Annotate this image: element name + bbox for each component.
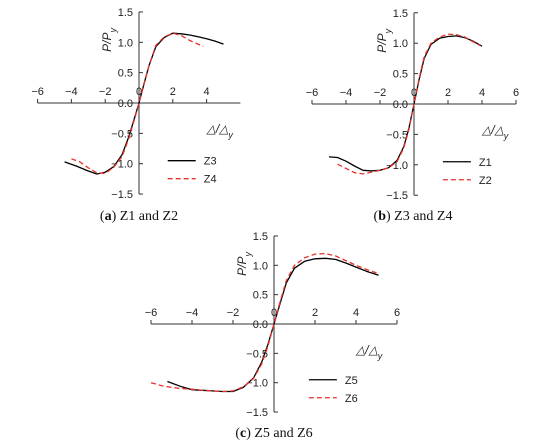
- series-line-z5: [167, 257, 379, 393]
- x-tick-label: −6: [306, 87, 319, 99]
- y-tick-label: 0.0: [118, 98, 133, 110]
- chart-panel-3: −6 −4 −2 0 2 4 6 −1.5 −1.0 −0.5 0.0 0.5 1.0 1.5P/Py △/…: [145, 231, 400, 441]
- legend-label-z4: Z4: [204, 174, 217, 186]
- series-line-z3: [64, 32, 224, 175]
- legend-label-z3: Z3: [204, 156, 217, 168]
- x-axis-label: △/△y: [206, 122, 234, 140]
- x-tick-label: −2: [99, 86, 112, 98]
- y-tick-label: −1.5: [246, 407, 268, 419]
- x-tick-label: −4: [65, 86, 78, 98]
- x-tick-label: −2: [374, 87, 387, 99]
- x-axis-label: △/△y: [481, 123, 509, 141]
- y-tick-label: 1.0: [253, 260, 268, 272]
- chart-panel-1: −6 −4 −2 0 2 4−1.5−1.0−0.50.00.51.01.5P/Py△/△…: [31, 7, 241, 224]
- x-tick-label: −6: [145, 307, 158, 319]
- y-tick-label: 0.5: [118, 68, 133, 80]
- y-tick-label: 1.5: [118, 7, 133, 19]
- panel-caption: (b) Z3 and Z4: [374, 209, 453, 224]
- y-tick-label: −0.5: [246, 348, 268, 360]
- y-tick-label: −1.5: [386, 190, 408, 202]
- x-tick-label: 0: [136, 86, 142, 98]
- x-tick-label: 4: [204, 86, 210, 98]
- y-axis-label: P/Py: [235, 252, 253, 276]
- x-tick-label: −2: [227, 307, 240, 319]
- series-line-z4: [71, 32, 204, 175]
- panel-caption: (c) Z5 and Z6: [235, 426, 312, 441]
- y-tick-label: −0.5: [111, 128, 133, 140]
- y-tick-label: −1.5: [111, 189, 133, 201]
- x-tick-label: 4: [479, 87, 485, 99]
- y-tick-label: 1.0: [118, 37, 133, 49]
- x-tick-label: −4: [186, 307, 199, 319]
- y-axis-label: P/Py: [100, 28, 118, 52]
- panel-caption: (a) Z1 and Z2: [100, 209, 178, 224]
- legend-label-z1: Z1: [479, 157, 492, 169]
- y-tick-label: 1.5: [253, 231, 268, 243]
- x-tick-label: 6: [513, 87, 519, 99]
- y-axis-label: P/Py: [375, 28, 393, 52]
- x-tick-label: 0: [271, 307, 277, 319]
- y-tick-label: 1.5: [393, 8, 408, 20]
- x-tick-label: 2: [445, 87, 451, 99]
- x-tick-label: −6: [31, 86, 44, 98]
- x-tick-label: 2: [170, 86, 176, 98]
- y-tick-label: 0.5: [393, 69, 408, 81]
- y-tick-label: −1.0: [246, 378, 268, 390]
- x-tick-label: 0: [411, 87, 417, 99]
- x-tick-label: −4: [340, 87, 353, 99]
- y-tick-label: 1.0: [393, 38, 408, 50]
- x-axis-label: △/△y: [355, 343, 383, 361]
- x-tick-label: 4: [353, 307, 359, 319]
- y-tick-label: −0.5: [386, 129, 408, 141]
- y-tick-label: 0.5: [253, 290, 268, 302]
- legend-label-z2: Z2: [479, 175, 492, 187]
- x-tick-label: 2: [312, 307, 318, 319]
- legend-label-z5: Z5: [345, 375, 358, 387]
- x-tick-label: 6: [394, 307, 400, 319]
- series-line-z6: [150, 252, 377, 393]
- chart-panel-2: −6 −4 −2 0 2 4 6 −1.5 −1.0 −0.5 0.0 0.5 1.0 1.5P/Py △/…: [306, 8, 519, 224]
- y-tick-label: 0.0: [253, 319, 268, 331]
- y-tick-label: −1.0: [386, 160, 408, 172]
- legend-label-z6: Z6: [345, 393, 358, 405]
- y-tick-label: 0.0: [393, 99, 408, 111]
